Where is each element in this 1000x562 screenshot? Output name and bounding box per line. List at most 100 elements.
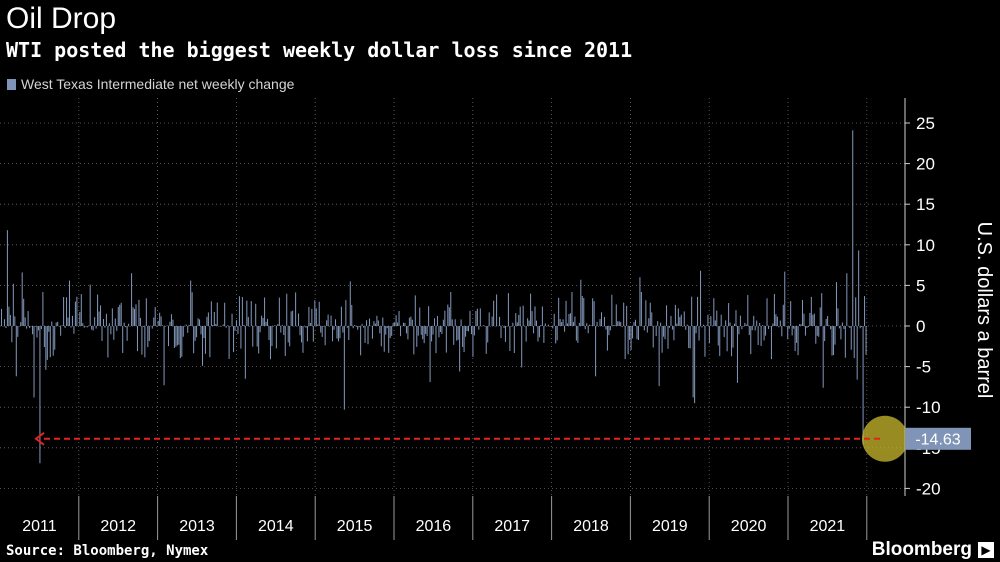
weekly-bar <box>18 325 20 327</box>
weekly-bar <box>643 326 645 331</box>
weekly-bar <box>634 319 637 326</box>
weekly-bar <box>107 326 109 358</box>
weekly-bar <box>589 324 591 326</box>
weekly-bar <box>865 326 867 355</box>
weekly-bar <box>49 326 51 358</box>
weekly-bar <box>509 326 511 351</box>
weekly-bar <box>333 326 335 330</box>
weekly-bar <box>417 326 419 336</box>
weekly-bar <box>190 280 192 326</box>
weekly-bar <box>600 312 603 326</box>
weekly-bar <box>324 326 326 346</box>
weekly-bar <box>763 326 765 341</box>
weekly-bar <box>154 307 156 326</box>
weekly-bar <box>469 310 471 326</box>
weekly-bar <box>504 326 506 342</box>
weekly-bar <box>834 326 836 345</box>
weekly-bar <box>136 326 138 352</box>
weekly-bar <box>57 321 59 326</box>
weekly-bar <box>602 326 604 327</box>
weekly-bar <box>593 301 595 326</box>
weekly-bar <box>753 315 755 326</box>
brand-name: Bloomberg <box>871 539 972 560</box>
weekly-bar <box>797 326 799 356</box>
weekly-bar <box>166 325 168 326</box>
weekly-bar <box>720 314 722 326</box>
weekly-bar <box>728 303 730 326</box>
weekly-bar <box>620 322 622 326</box>
weekly-bar <box>702 324 704 326</box>
weekly-bar <box>664 326 666 340</box>
weekly-bar <box>496 294 498 326</box>
weekly-bar <box>705 325 707 326</box>
weekly-bar <box>388 326 390 353</box>
weekly-bar <box>295 292 297 326</box>
weekly-bar <box>429 326 431 383</box>
weekly-bar <box>303 325 305 327</box>
weekly-bar <box>482 325 484 326</box>
weekly-bar <box>339 326 341 339</box>
weekly-bar <box>759 322 761 326</box>
weekly-bar <box>9 314 11 326</box>
weekly-bar <box>815 326 817 344</box>
weekly-bar <box>561 322 563 326</box>
chart-title: Oil Drop <box>6 2 117 35</box>
weekly-bar <box>382 317 384 326</box>
weekly-bar <box>553 313 555 326</box>
weekly-bar <box>404 322 406 326</box>
weekly-bar <box>203 326 205 339</box>
weekly-bar <box>739 315 741 326</box>
weekly-bar <box>497 325 499 327</box>
weekly-bar <box>36 326 38 338</box>
weekly-bar <box>651 312 653 326</box>
callout-box <box>905 427 971 450</box>
weekly-bar <box>507 293 509 326</box>
weekly-bar <box>565 300 567 326</box>
x-tick-label: 2013 <box>179 518 215 535</box>
weekly-bar <box>710 316 712 326</box>
weekly-bar <box>652 326 654 348</box>
weekly-bar <box>391 326 393 336</box>
weekly-bar <box>423 326 425 344</box>
weekly-bar <box>134 308 136 326</box>
weekly-bar <box>711 325 713 327</box>
highlight-circle <box>862 415 908 462</box>
weekly-bar <box>218 326 220 327</box>
weekly-bar <box>769 326 771 327</box>
weekly-bar <box>265 321 267 326</box>
weekly-bar <box>840 326 842 340</box>
weekly-bar <box>139 317 141 326</box>
weekly-bar <box>413 326 415 355</box>
weekly-bar <box>200 326 202 335</box>
weekly-bar <box>668 326 670 328</box>
weekly-bar <box>606 326 608 351</box>
weekly-bar <box>376 315 378 326</box>
weekly-bar <box>562 319 564 326</box>
weekly-bar <box>138 299 140 326</box>
weekly-bar <box>40 326 42 330</box>
weekly-bar <box>708 326 710 344</box>
weekly-bar <box>756 320 758 326</box>
weekly-bar <box>131 273 133 326</box>
weekly-bar <box>145 298 147 326</box>
weekly-bar <box>847 326 849 327</box>
weekly-bar <box>695 326 697 334</box>
weekly-bar <box>188 325 190 326</box>
weekly-bar <box>224 302 226 326</box>
weekly-bar <box>515 313 517 326</box>
weekly-bar <box>575 326 577 341</box>
weekly-bar <box>800 324 802 326</box>
weekly-bar <box>309 322 311 326</box>
legend-swatch <box>7 78 16 90</box>
weekly-bar <box>830 326 832 330</box>
weekly-bar <box>364 326 366 343</box>
weekly-bar <box>389 326 391 339</box>
weekly-bar <box>119 304 121 326</box>
weekly-bar <box>207 312 209 326</box>
weekly-bar <box>521 326 523 368</box>
x-tick-label: 2011 <box>22 518 57 535</box>
weekly-bar <box>235 320 237 326</box>
weekly-bar <box>544 323 546 326</box>
legend: West Texas Intermediate net weekly chang… <box>7 75 294 93</box>
